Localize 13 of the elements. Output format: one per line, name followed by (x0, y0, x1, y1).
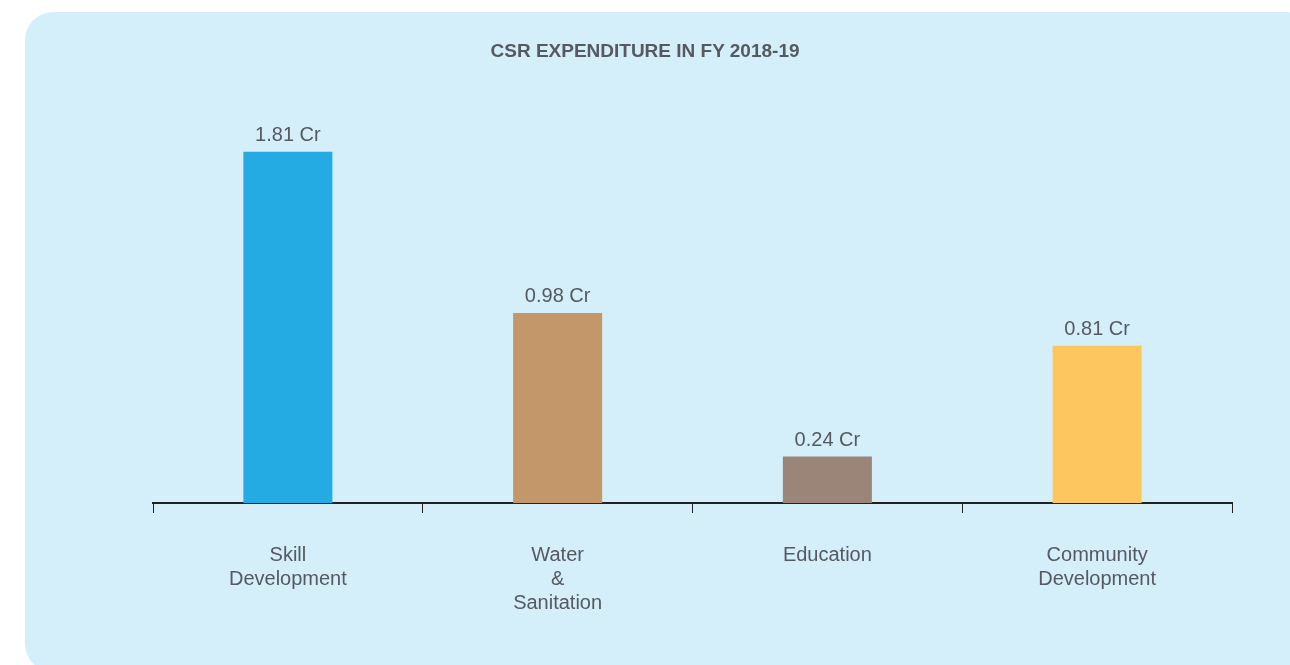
bar (782, 456, 872, 503)
bar (513, 312, 603, 503)
data-label: 0.81 Cr (1064, 317, 1131, 340)
bar (243, 151, 333, 503)
x-tick-label: Community Development (1038, 542, 1157, 589)
bar (1052, 345, 1142, 503)
chart-title: CSR EXPENDITURE IN FY 2018-19 (489, 40, 801, 62)
x-tick-label: Skill Development (228, 542, 348, 589)
data-label: 0.98 Cr (524, 284, 591, 307)
data-label: 0.24 Cr (794, 427, 861, 450)
data-label: 1.81 Cr (255, 123, 321, 146)
x-tick-label: Water & Sanitation (513, 542, 603, 613)
x-tick-label: Education (782, 542, 872, 565)
